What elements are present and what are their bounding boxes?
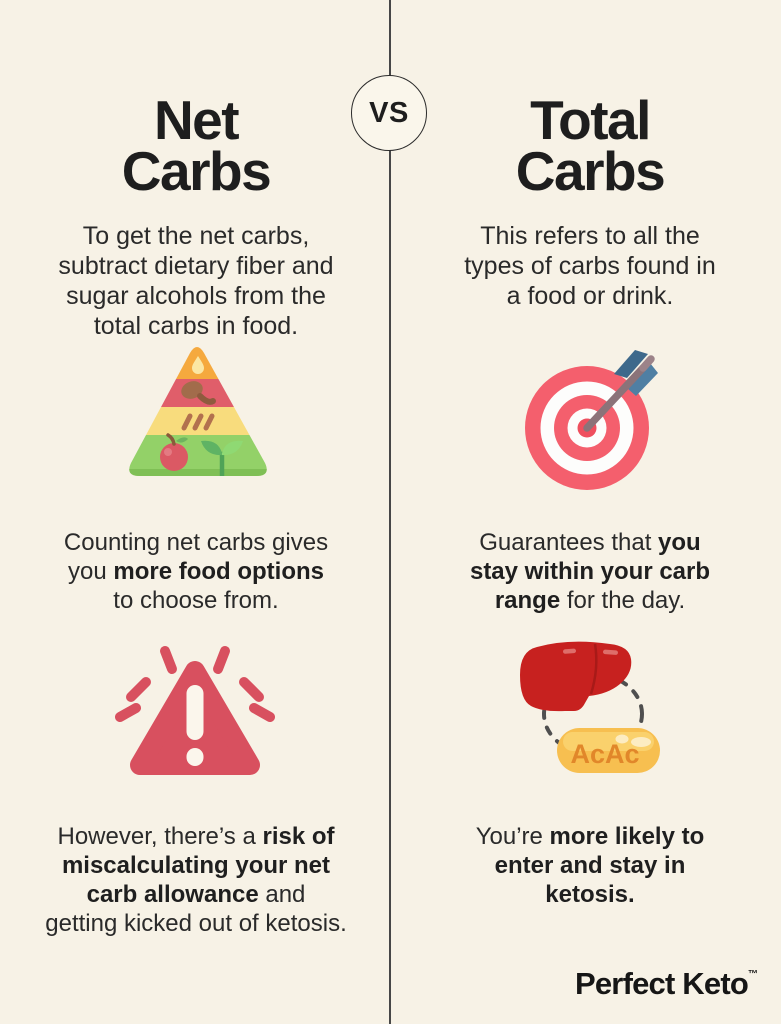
food-pyramid-icon bbox=[124, 340, 272, 487]
net-carbs-intro: To get the net carbs, subtract dietary f… bbox=[58, 222, 334, 340]
trademark-symbol: ™ bbox=[748, 969, 758, 980]
total-carbs-claim: Guarantees that you stay within your car… bbox=[414, 528, 766, 615]
liver-ketones-icon: AcAc bbox=[517, 640, 664, 783]
warning-alert-icon bbox=[115, 638, 275, 795]
risk-text-bold: risk of miscalculating your net carb all… bbox=[61, 823, 335, 908]
net-carbs-risk: However, there’s a risk of miscalculatin… bbox=[12, 822, 380, 938]
total-carbs-benefit: You’re more likely to enter and stay in … bbox=[414, 822, 766, 909]
claim-text-bold: more food options bbox=[113, 558, 325, 585]
vs-label: VS bbox=[369, 96, 409, 129]
vs-badge: VS bbox=[351, 75, 427, 151]
net-carbs-claim: Counting net carbs gives you more food o… bbox=[20, 528, 372, 615]
benefit-text: You’re bbox=[475, 823, 550, 850]
claim-text: Guarantees that bbox=[479, 529, 659, 556]
risk-text: However, there’s a bbox=[57, 823, 263, 850]
net-carbs-title: Net Carbs bbox=[121, 88, 272, 202]
acac-pill-label: AcAc bbox=[570, 739, 639, 769]
risk-text: and getting kicked out of ketosis. bbox=[45, 881, 347, 937]
claim-text-bold: you stay within your carb range bbox=[469, 529, 711, 614]
benefit-text-bold: more likely to enter and stay in ketosis… bbox=[494, 823, 705, 908]
total-carbs-title: Total Carbs bbox=[515, 88, 666, 202]
target-with-arrow-icon bbox=[517, 345, 663, 498]
brand-logo: Perfect Keto™ bbox=[575, 966, 758, 1002]
total-carbs-intro: This refers to all the types of carbs fo… bbox=[464, 222, 716, 310]
claim-text: to choose from. bbox=[113, 587, 279, 614]
brand-name: Perfect Keto bbox=[574, 966, 749, 1001]
claim-text: for the day. bbox=[560, 587, 686, 614]
claim-text: Counting net carbs gives you bbox=[63, 529, 329, 585]
center-divider-line bbox=[389, 0, 391, 1024]
